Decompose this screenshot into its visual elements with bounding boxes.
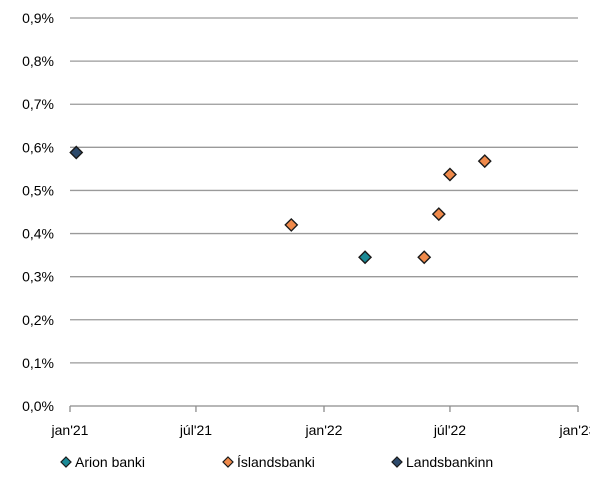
legend-item-landsbankinn: Landsbankinn xyxy=(391,454,493,470)
data-point-islandsbanki xyxy=(431,207,446,222)
legend-marker-landsbankinn xyxy=(391,456,403,468)
data-point-islandsbanki xyxy=(442,167,457,182)
y-tick-label: 0,1% xyxy=(22,355,54,371)
y-tick-label: 0,8% xyxy=(22,53,54,69)
y-tick-label: 0,5% xyxy=(22,182,54,198)
y-tick-label: 0,6% xyxy=(22,139,54,155)
data-point-arion-banki xyxy=(358,250,373,265)
legend-item-islandsbanki: Íslandsbanki xyxy=(222,454,315,470)
data-point-islandsbanki xyxy=(284,217,299,232)
y-tick-label: 0,7% xyxy=(22,96,54,112)
legend-label-islandsbanki: Íslandsbanki xyxy=(237,454,315,470)
y-tick-label: 0,4% xyxy=(22,226,54,242)
axes xyxy=(69,405,579,412)
x-tick-label: júl'22 xyxy=(433,422,466,438)
data-point-landsbankinn xyxy=(69,145,84,160)
x-tick-label: jan'23 xyxy=(559,422,590,438)
legend-marker-arion-banki xyxy=(60,456,72,468)
legend: Arion banki Íslandsbanki Landsbankinn xyxy=(60,454,493,470)
data-points xyxy=(69,145,492,265)
x-tick-label: júl'21 xyxy=(179,422,212,438)
legend-label-arion-banki: Arion banki xyxy=(75,454,145,470)
gridlines xyxy=(70,17,578,364)
data-point-islandsbanki xyxy=(417,250,432,265)
y-tick-labels: 0,0% 0,1% 0,2% 0,3% 0,4% 0,5% 0,6% 0,7% 0,8% 0,9% xyxy=(22,10,54,414)
legend-marker-islandsbanki xyxy=(222,456,234,468)
legend-item-arion-banki: Arion banki xyxy=(60,454,145,470)
x-tick-label: jan'22 xyxy=(305,422,343,438)
y-tick-label: 0,3% xyxy=(22,269,54,285)
legend-label-landsbankinn: Landsbankinn xyxy=(406,454,493,470)
x-tick-labels: jan'21 júl'21 jan'22 júl'22 jan'23 xyxy=(51,422,590,438)
y-tick-label: 0,0% xyxy=(22,398,54,414)
y-tick-label: 0,2% xyxy=(22,312,54,328)
data-point-islandsbanki xyxy=(477,154,492,169)
y-tick-label: 0,9% xyxy=(22,10,54,26)
x-tick-label: jan'21 xyxy=(51,422,89,438)
